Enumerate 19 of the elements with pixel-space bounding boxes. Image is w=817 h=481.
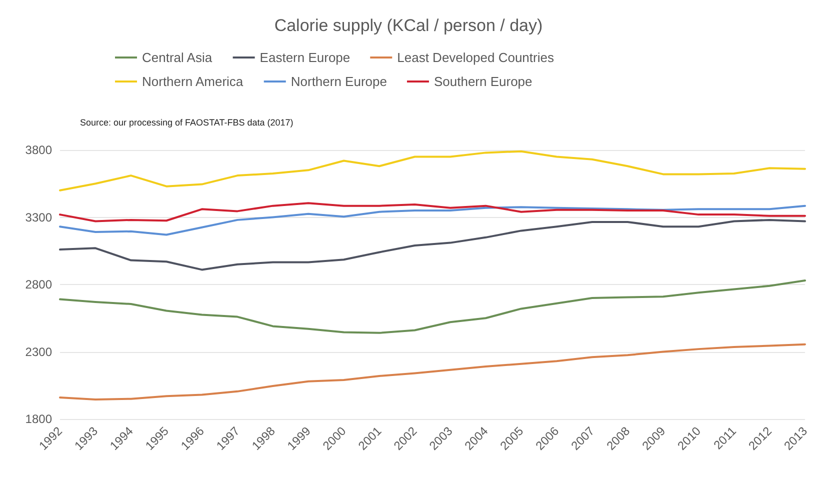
line-series [59,218,806,271]
line-series [59,204,806,236]
y-tick-label: 3300 [25,210,52,224]
y-tick-label: 2800 [25,278,52,292]
legend-label: Central Asia [142,50,213,65]
y-tick-label: 2300 [25,344,52,359]
line-series [59,279,806,334]
legend-label: Northern America [142,74,244,89]
legend-label: Least Developed Countries [397,50,554,65]
y-tick-label: 3800 [25,143,52,157]
legend-label: Eastern Europe [260,50,350,65]
chart-title: Calorie supply (KCal / person / day) [274,16,543,35]
legend-label: Northern Europe [290,74,387,89]
y-tick-label: 1800 [25,412,52,426]
line-series [59,202,806,222]
line-series [59,343,806,400]
line-series [59,150,806,192]
legend-label: Southern Europe [434,74,532,89]
source-note: Source: our processing of FAOSTAT-FBS data (2017) [80,118,294,128]
